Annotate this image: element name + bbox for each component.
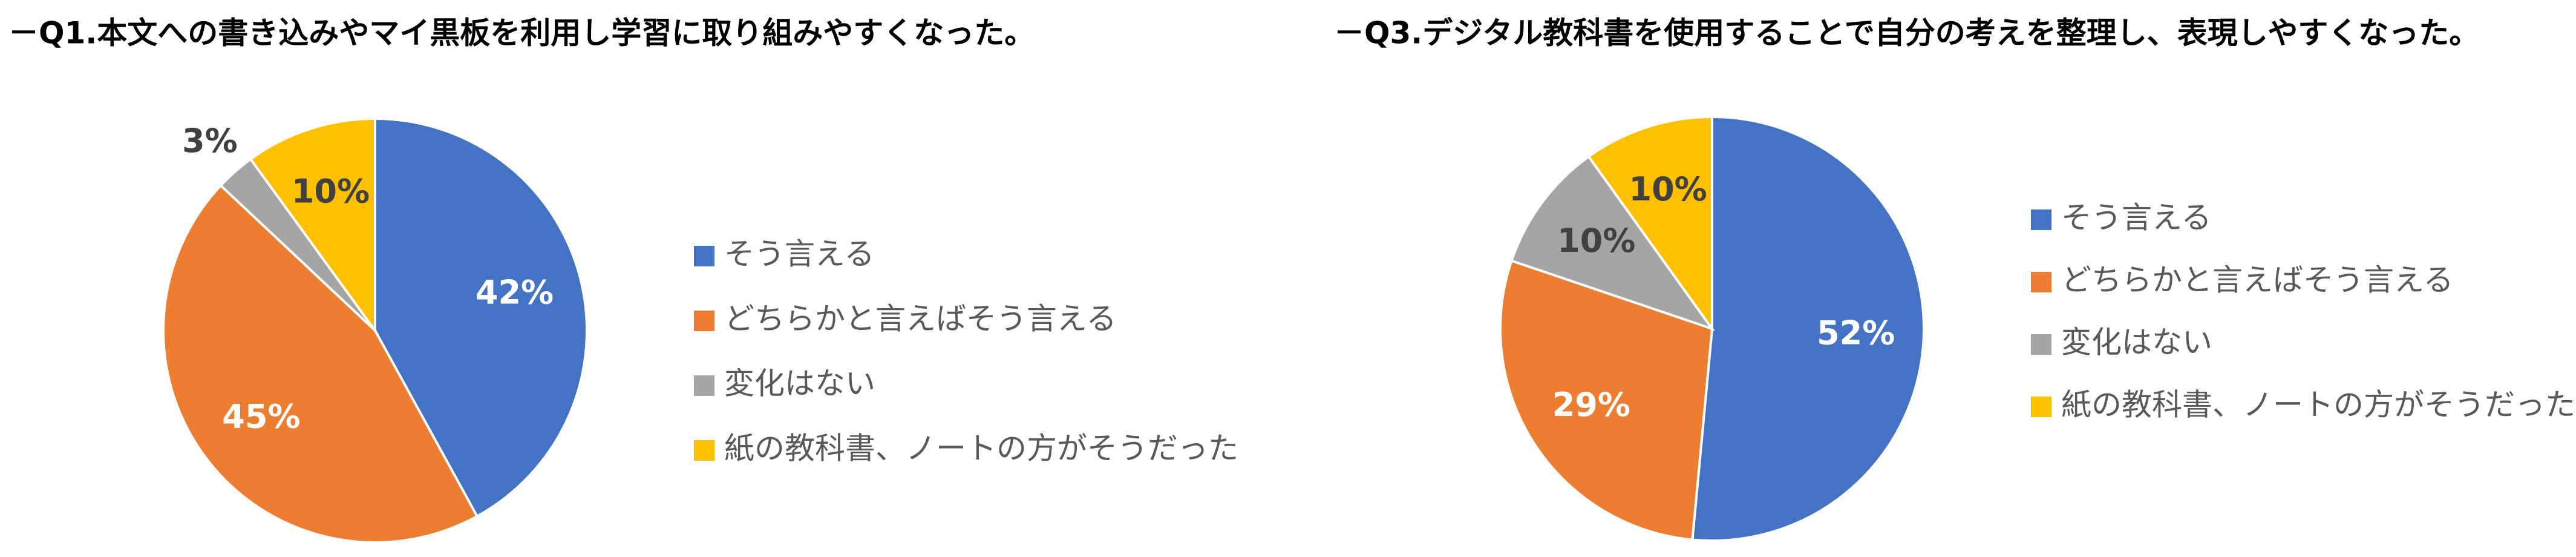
data-label: 45% [222, 398, 300, 436]
pie-slice [374, 117, 588, 518]
legend-swatch [2031, 397, 2051, 417]
legend-swatch [694, 246, 714, 266]
pie-slice [1509, 154, 1716, 331]
chart-title: －Q3.デジタル教科書を使用することで自分の考えを整理し、表現しやすくなった。 [1334, 16, 2479, 51]
legend-label: 紙の教科書、ノートの方がそうだった [724, 431, 1238, 466]
pie-slice [249, 117, 376, 335]
data-label: 3% [182, 122, 238, 160]
legend-swatch [694, 375, 714, 396]
data-label: 10% [1629, 170, 1707, 208]
legend-swatch [2031, 209, 2051, 230]
pie-slice [1691, 115, 1925, 542]
data-label: 10% [292, 172, 370, 210]
pie-slice [162, 183, 479, 544]
legend-swatch [2031, 334, 2051, 355]
legend-swatch [694, 440, 714, 461]
legend-label: 変化はない [724, 366, 875, 401]
legend-swatch [694, 311, 714, 331]
legend-label: どちらかと言えばそう言える [2061, 263, 2454, 298]
legend-label: そう言える [2061, 200, 2212, 236]
legend-label: 紙の教科書、ノートの方がそうだった [2061, 387, 2575, 423]
pie-slice [1499, 259, 1714, 541]
legend-label: どちらかと言えばそう言える [724, 302, 1117, 337]
data-label: 42% [476, 273, 554, 311]
legend-swatch [2031, 272, 2051, 292]
data-label: 29% [1552, 386, 1630, 424]
data-label: 52% [1817, 314, 1895, 352]
data-label: 10% [1557, 222, 1635, 260]
chart-title: －Q1.本文への書き込みやマイ黒板を利用し学習に取り組みやすくなった。 [8, 16, 1035, 51]
pie-slice [1587, 115, 1713, 333]
legend-label: 変化はない [2061, 325, 2212, 360]
legend-label: そう言える [724, 237, 875, 272]
